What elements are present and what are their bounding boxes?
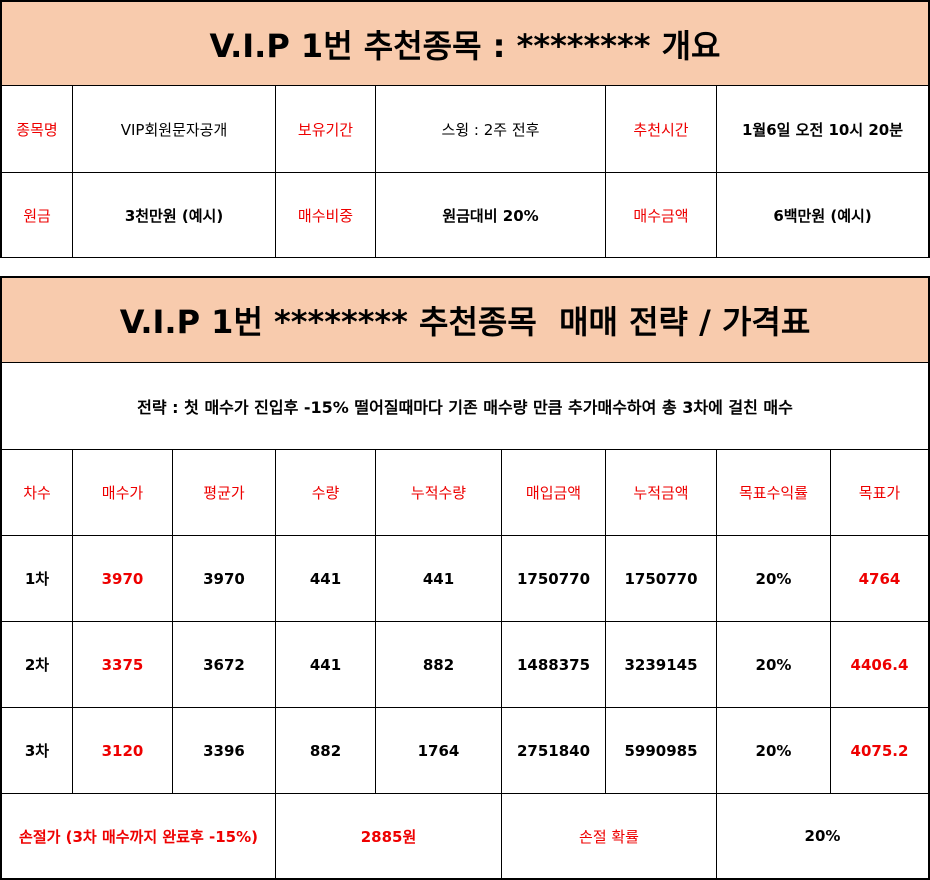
table-cell-purchase-amount: 1488375	[502, 622, 606, 708]
table-cell-target-return: 20%	[717, 622, 831, 708]
table-cell-buy-price: 3970	[73, 536, 173, 622]
header-cumulative-amount: 누적금액	[606, 450, 717, 536]
strategy-description: 전략 : 첫 매수가 진입후 -15% 떨어질때마다 기존 매수량 만큼 추가매…	[2, 363, 928, 450]
value-recommend-time: 1월6일 오전 10시 20분	[717, 86, 928, 173]
table-cell-quantity: 441	[276, 622, 376, 708]
header-target-price: 목표가	[831, 450, 928, 536]
value-principal: 3천만원 (예시)	[73, 173, 276, 258]
strategy-title: V.I.P 1번 ******** 추천종목 매매 전략 / 가격표	[2, 278, 928, 363]
value-holding-period: 스윙 : 2주 전후	[376, 86, 606, 173]
table-cell-round: 1차	[2, 536, 73, 622]
table-cell-cumulative-amount: 1750770	[606, 536, 717, 622]
header-target-return: 목표수익률	[717, 450, 831, 536]
table-cell-avg-price: 3970	[173, 536, 276, 622]
stop-loss-probability-value: 20%	[717, 794, 928, 878]
table-cell-purchase-amount: 1750770	[502, 536, 606, 622]
table-cell-target-price: 4764	[831, 536, 928, 622]
stop-loss-price: 2885원	[276, 794, 502, 878]
table-cell-target-return: 20%	[717, 536, 831, 622]
table-cell-purchase-amount: 2751840	[502, 708, 606, 794]
value-buy-amount: 6백만원 (예시)	[717, 173, 928, 258]
stop-loss-probability-label: 손절 확률	[502, 794, 717, 878]
header-buy-price: 매수가	[73, 450, 173, 536]
overview-title: V.I.P 1번 추천종목 : ******** 개요	[2, 2, 928, 86]
header-avg-price: 평균가	[173, 450, 276, 536]
table-cell-buy-price: 3375	[73, 622, 173, 708]
label-recommend-time: 추천시간	[606, 86, 717, 173]
table-cell-cumulative-quantity: 1764	[376, 708, 502, 794]
table-cell-cumulative-amount: 5990985	[606, 708, 717, 794]
table-cell-cumulative-quantity: 441	[376, 536, 502, 622]
table-cell-target-return: 20%	[717, 708, 831, 794]
table-cell-avg-price: 3396	[173, 708, 276, 794]
table-cell-round: 3차	[2, 708, 73, 794]
table-cell-target-price: 4406.4	[831, 622, 928, 708]
value-stock-name: VIP회원문자공개	[73, 86, 276, 173]
label-principal: 원금	[2, 173, 73, 258]
table-cell-quantity: 441	[276, 536, 376, 622]
table-cell-cumulative-amount: 3239145	[606, 622, 717, 708]
header-purchase-amount: 매입금액	[502, 450, 606, 536]
table-cell-round: 2차	[2, 622, 73, 708]
table-cell-quantity: 882	[276, 708, 376, 794]
table-cell-cumulative-quantity: 882	[376, 622, 502, 708]
label-buy-ratio: 매수비중	[276, 173, 376, 258]
header-quantity: 수량	[276, 450, 376, 536]
header-cumulative-quantity: 누적수량	[376, 450, 502, 536]
table-cell-target-price: 4075.2	[831, 708, 928, 794]
table-cell-avg-price: 3672	[173, 622, 276, 708]
table-cell-buy-price: 3120	[73, 708, 173, 794]
label-buy-amount: 매수금액	[606, 173, 717, 258]
label-stock-name: 종목명	[2, 86, 73, 173]
header-round: 차수	[2, 450, 73, 536]
stop-loss-label: 손절가 (3차 매수까지 완료후 -15%)	[2, 794, 276, 878]
value-buy-ratio: 원금대비 20%	[376, 173, 606, 258]
label-holding-period: 보유기간	[276, 86, 376, 173]
